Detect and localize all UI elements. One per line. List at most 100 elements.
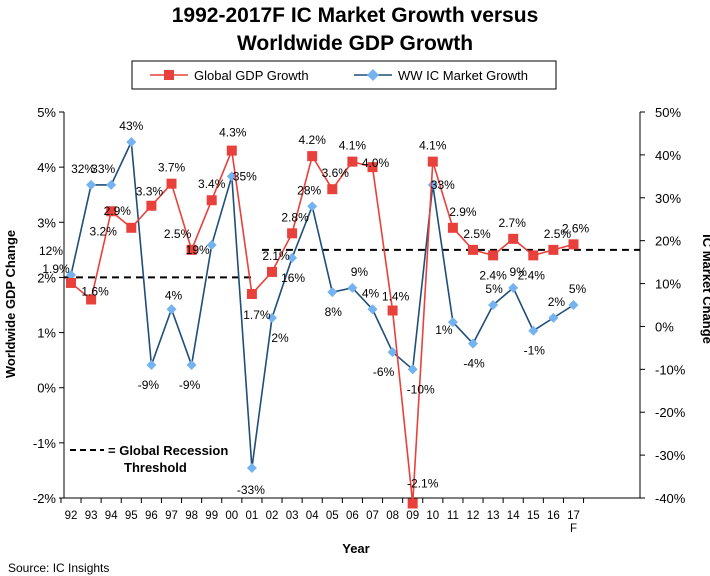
ic-data-label: 8% (325, 305, 343, 319)
left-tick-label: 2% (37, 270, 56, 285)
gdp-point (548, 244, 559, 255)
ic-point (427, 179, 438, 190)
ic-point (407, 364, 418, 375)
gdp-point (66, 277, 76, 288)
x-tick-label: 08 (386, 510, 399, 522)
ic-point (528, 325, 539, 336)
ic-point (287, 252, 298, 263)
ic-data-label: -9% (179, 378, 201, 392)
gdp-data-label: 2.4% (479, 268, 507, 282)
gdp-data-label: 2.8% (281, 210, 309, 224)
ic-data-label: 9% (510, 265, 528, 279)
x-tick-label: 04 (306, 510, 319, 522)
gdp-data-label: 2.5% (164, 227, 192, 241)
ic-point (146, 360, 157, 371)
right-tick-label: 50% (655, 105, 681, 120)
series-ic-market (66, 137, 579, 473)
ic-data-label: -10% (407, 382, 435, 396)
x-tick-label: 13 (487, 510, 500, 522)
gdp-point (447, 222, 458, 233)
threshold-note-line-2: Threshold (124, 460, 187, 475)
x-tick-label: 97 (165, 510, 178, 522)
ic-data-label: 2% (548, 295, 566, 309)
gdp-data-label: 2.9% (449, 205, 477, 219)
ic-data-label: 19% (186, 243, 210, 257)
ic-data-label: -33% (237, 483, 265, 497)
left-tick-label: 5% (37, 105, 56, 120)
legend: Global GDP Growth WW IC Market Growth (131, 60, 557, 90)
data-labels: 1.9% 1.6% 3.2% 2.9% 3.3% 3.7% 2.5% 3.4% 4.3% 1.7%… (39, 119, 590, 497)
ic-data-label: 28% (297, 183, 321, 197)
right-tick-label: 30% (655, 191, 681, 206)
gdp-point (106, 206, 117, 217)
x-tick-label: 11 (447, 510, 459, 522)
ic-series-line (70, 139, 574, 469)
left-tick-label: 3% (37, 215, 56, 230)
legend-ic-marker (367, 69, 379, 81)
legend-ic-label: WW IC Market Growth (398, 68, 528, 83)
left-tick-label: -1% (33, 436, 57, 451)
gdp-point (407, 498, 418, 509)
gdp-data-label: 3.3% (136, 185, 164, 199)
plot-area (63, 112, 641, 499)
threshold-note: = Global Recession Threshold (70, 443, 228, 475)
ic-point (206, 239, 217, 250)
left-tick-label: 1% (37, 326, 56, 341)
gdp-point (488, 250, 499, 261)
right-tick-label: -20% (655, 405, 686, 420)
recession-threshold (64, 248, 640, 279)
ic-data-label: 35% (233, 169, 257, 183)
gdp-point (126, 222, 137, 233)
x-tick-label: 10 (426, 510, 439, 522)
ic-data-label: -6% (373, 365, 395, 379)
gdp-point (427, 156, 438, 167)
gdp-data-label: 2.4% (518, 268, 546, 282)
gdp-data-label: 3.2% (90, 224, 118, 238)
ic-point (166, 304, 177, 315)
gdp-point (387, 305, 398, 316)
ic-data-label: 43% (119, 119, 143, 133)
ic-point (447, 317, 458, 328)
gdp-data-label: 3.6% (322, 166, 350, 180)
gdp-data-label: -2.1% (407, 477, 439, 491)
gdp-data-label: 3.7% (158, 161, 186, 175)
ic-data-label: 1% (435, 323, 453, 337)
gdp-point (287, 228, 298, 239)
gdp-data-label: 4.1% (419, 139, 447, 153)
x-tick-label: 15 (527, 510, 540, 522)
ic-point (367, 304, 378, 315)
ic-data-label: 5% (569, 282, 587, 296)
threshold-note-line-1: = Global Recession (108, 443, 228, 458)
ic-point (126, 137, 137, 148)
gdp-data-label: 1.4% (382, 290, 410, 304)
x-tick-label-suffix: F (570, 523, 577, 535)
ic-data-label: 33% (91, 162, 115, 176)
gdp-point (528, 250, 539, 261)
x-tick-label: 94 (105, 510, 118, 522)
ic-data-label: 32% (71, 162, 95, 176)
x-tick-label: 14 (507, 510, 520, 522)
x-tick-label: 92 (65, 510, 78, 522)
gdp-data-label: 2.7% (499, 216, 527, 230)
gdp-point (568, 239, 579, 250)
ic-point (246, 462, 257, 473)
x-tick-label: 98 (185, 510, 198, 522)
ic-point (307, 201, 318, 212)
ic-data-label: -9% (138, 378, 160, 392)
ic-data-label: 5% (485, 282, 503, 296)
gdp-point (206, 195, 217, 206)
gdp-point (347, 156, 358, 167)
ic-point (66, 269, 76, 280)
legend-gdp-marker (164, 70, 174, 80)
x-tick-label: 93 (85, 510, 98, 522)
x-tick-label: 05 (326, 510, 339, 522)
x-tick-label: 02 (266, 510, 279, 522)
gdp-data-label: 2.5% (544, 227, 572, 241)
gdp-point (307, 151, 318, 162)
gdp-point (246, 288, 257, 299)
gdp-point (468, 244, 478, 255)
x-tick-label: 07 (366, 510, 379, 522)
chart-title-line-2: Worldwide GDP Growth (237, 32, 473, 55)
ic-data-label: 4% (165, 288, 183, 302)
